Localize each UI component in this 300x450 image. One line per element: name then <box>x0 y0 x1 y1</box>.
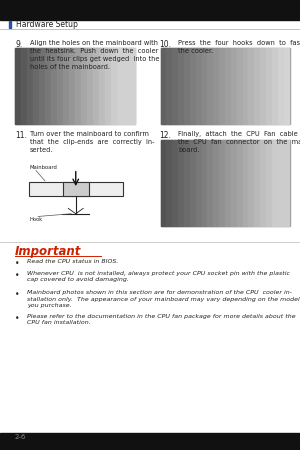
Bar <box>0 0 300 20</box>
Bar <box>123 48 129 124</box>
Bar <box>21 48 27 124</box>
Bar <box>15 48 21 124</box>
Bar <box>237 48 243 124</box>
Bar <box>278 48 284 124</box>
Text: Important: Important <box>15 245 81 258</box>
Bar <box>272 48 278 124</box>
Text: Finally,  attach  the  CPU  Fan  cable  to
the  CPU  fan  connector  on  the  ma: Finally, attach the CPU Fan cable to the… <box>178 131 300 153</box>
Text: Read the CPU status in BIOS.: Read the CPU status in BIOS. <box>27 259 119 264</box>
Bar <box>225 140 231 226</box>
Bar <box>284 140 290 226</box>
Bar <box>15 48 135 124</box>
Bar <box>45 48 51 124</box>
Bar <box>63 48 69 124</box>
Text: 10.: 10. <box>159 40 171 49</box>
Bar <box>184 48 190 124</box>
Bar <box>167 140 172 226</box>
Text: 12.: 12. <box>159 131 171 140</box>
Bar <box>237 140 243 226</box>
Bar <box>172 140 178 226</box>
Bar <box>213 48 219 124</box>
Bar <box>99 48 105 124</box>
Bar <box>207 140 213 226</box>
Bar <box>196 48 202 124</box>
Bar <box>272 140 278 226</box>
Bar <box>117 48 123 124</box>
Text: •: • <box>15 271 20 280</box>
Bar <box>202 140 207 226</box>
Bar <box>278 140 284 226</box>
Bar <box>260 140 266 226</box>
Bar <box>160 48 290 124</box>
Bar <box>178 140 184 226</box>
Text: 2-6: 2-6 <box>15 434 26 441</box>
Bar <box>254 48 260 124</box>
Bar <box>87 48 93 124</box>
Bar <box>81 48 87 124</box>
Bar <box>62 182 89 196</box>
Bar <box>178 48 184 124</box>
Bar <box>111 48 117 124</box>
Text: Mainboard: Mainboard <box>30 165 58 170</box>
Bar <box>243 140 248 226</box>
Text: 9.: 9. <box>15 40 22 49</box>
Text: Turn over the mainboard to confirm
that  the  clip-ends  are  correctly  in-
ser: Turn over the mainboard to confirm that … <box>30 131 154 153</box>
Bar <box>190 48 196 124</box>
Bar <box>248 140 254 226</box>
Bar <box>160 140 290 226</box>
Bar <box>93 48 99 124</box>
Bar <box>33 48 39 124</box>
Text: Press  the  four  hooks  down  to  fasten
the cooler.: Press the four hooks down to fasten the … <box>178 40 300 54</box>
Bar <box>266 140 272 226</box>
Text: Please refer to the documentation in the CPU fan package for more details about : Please refer to the documentation in the… <box>27 314 296 325</box>
Bar <box>243 48 248 124</box>
Bar <box>160 140 166 226</box>
Text: •: • <box>15 259 20 268</box>
Bar <box>0 433 300 450</box>
Bar <box>260 48 266 124</box>
Bar <box>39 48 45 124</box>
Text: Whenever CPU  is not installed, always protect your CPU socket pin with the plas: Whenever CPU is not installed, always pr… <box>27 271 290 282</box>
Bar <box>105 48 111 124</box>
Bar <box>202 48 207 124</box>
Bar <box>160 48 166 124</box>
Bar <box>51 48 57 124</box>
Bar <box>231 48 237 124</box>
Bar <box>219 48 225 124</box>
Text: Align the holes on the mainboard with
the  heatsink.  Push  down  the  cooler
un: Align the holes on the mainboard with th… <box>30 40 160 70</box>
Text: 11.: 11. <box>15 131 27 140</box>
Text: Hardware Setup: Hardware Setup <box>16 20 78 29</box>
Bar <box>225 48 231 124</box>
Bar <box>248 48 254 124</box>
Bar <box>219 140 225 226</box>
Bar <box>75 48 81 124</box>
Bar <box>57 48 63 124</box>
Text: Hook: Hook <box>30 217 43 222</box>
Bar <box>190 140 196 226</box>
Bar <box>266 48 272 124</box>
Bar <box>28 182 123 196</box>
Text: Mainboard photos shown in this section are for demonstration of the CPU  cooler : Mainboard photos shown in this section a… <box>27 290 300 308</box>
Bar <box>196 140 202 226</box>
Bar <box>184 140 190 226</box>
Bar <box>172 48 178 124</box>
Bar <box>9 21 11 28</box>
Bar <box>167 48 172 124</box>
Text: •: • <box>15 314 20 323</box>
Bar <box>284 48 290 124</box>
Bar <box>27 48 33 124</box>
Bar <box>231 140 237 226</box>
Bar <box>213 140 219 226</box>
Bar <box>207 48 213 124</box>
Bar <box>69 48 75 124</box>
Text: •: • <box>15 290 20 299</box>
Bar <box>254 140 260 226</box>
Bar <box>129 48 135 124</box>
